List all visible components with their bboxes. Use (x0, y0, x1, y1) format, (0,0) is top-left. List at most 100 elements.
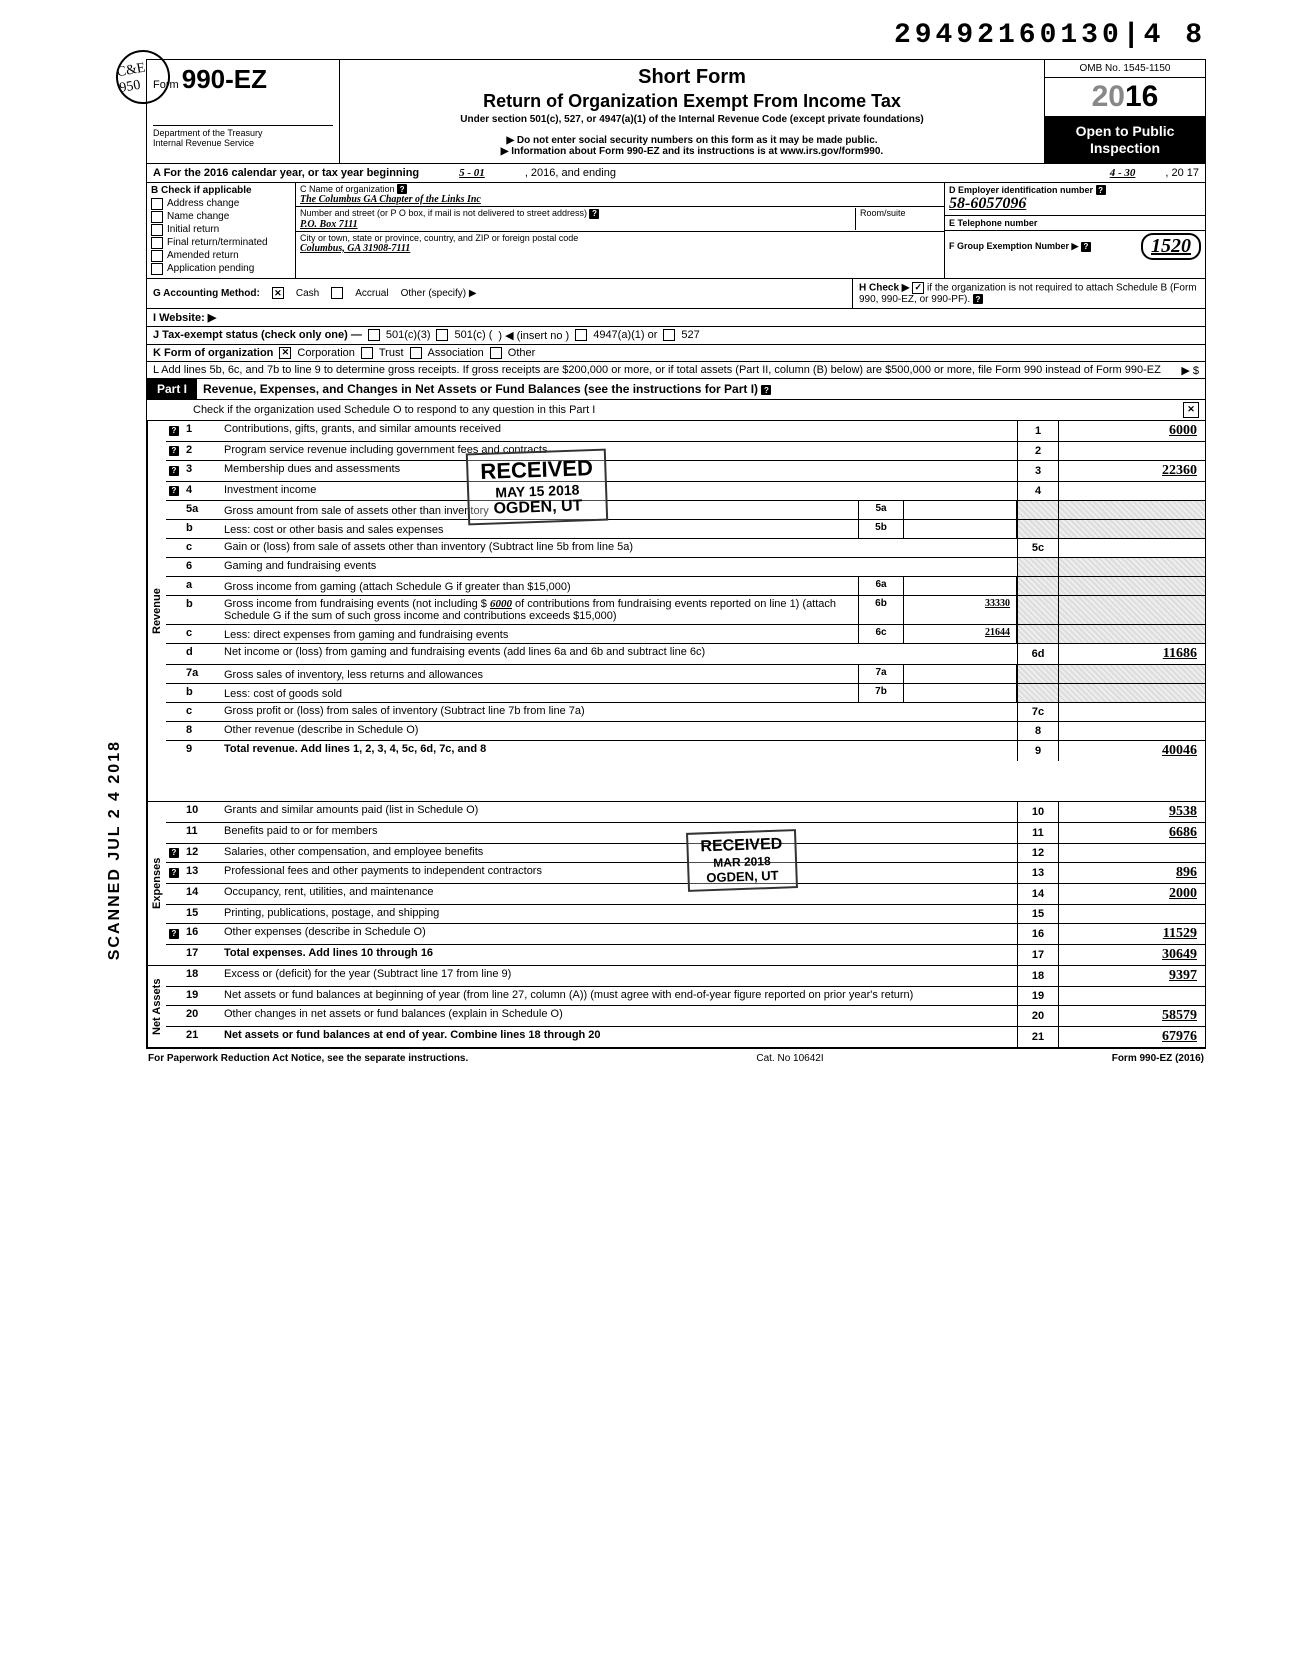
line-amount: 896 (1059, 863, 1205, 883)
schedule-o-check-text: Check if the organization used Schedule … (153, 404, 1177, 416)
other-method-label: Other (specify) ▶ (401, 288, 477, 299)
line-amount: 11686 (1059, 644, 1205, 664)
note-ssn: ▶ Do not enter social security numbers o… (348, 135, 1036, 146)
line-description: Benefits paid to or for members (220, 823, 1017, 843)
tax-year: 2016 (1045, 78, 1205, 117)
line-ref: 2 (1017, 442, 1059, 460)
501c3-label: 501(c)(3) (386, 329, 431, 341)
line-description: Other expenses (describe in Schedule O) (220, 924, 1017, 944)
501c-label: 501(c) ( (454, 329, 492, 341)
org-city: Columbus, GA 31908-7111 (300, 243, 940, 254)
line-amount (1059, 539, 1205, 557)
cash-label: Cash (296, 288, 319, 299)
line-description: Gross profit or (loss) from sales of inv… (220, 703, 1017, 721)
line-ref: 14 (1017, 884, 1059, 904)
line-number: c (182, 703, 220, 721)
line-description: Other changes in net assets or fund bala… (220, 1006, 1017, 1026)
assoc-checkbox[interactable] (410, 347, 422, 359)
section-b-checkbox[interactable] (151, 250, 163, 262)
line-description: Membership dues and assessments (220, 461, 1017, 481)
line-number: 1 (182, 421, 220, 441)
line-ref-shaded (1017, 684, 1059, 702)
help-icon: ? (973, 294, 983, 304)
schedule-o-checkbox[interactable]: ✕ (1183, 402, 1199, 418)
section-b-checkbox[interactable] (151, 263, 163, 275)
line-description: Less: cost of goods sold (220, 684, 858, 702)
ein-label: D Employer identification number (949, 185, 1093, 195)
line-number: 14 (182, 884, 220, 904)
sub-line-number: 7b (858, 684, 904, 702)
line-number: 13 (182, 863, 220, 883)
line-description: Total revenue. Add lines 1, 2, 3, 4, 5c,… (220, 741, 1017, 761)
section-b-checkbox[interactable] (151, 237, 163, 249)
line-description: Less: cost or other basis and sales expe… (220, 520, 858, 538)
line-number: b (182, 520, 220, 538)
footer-mid: Cat. No 10642I (756, 1053, 823, 1064)
line-number: 3 (182, 461, 220, 481)
line-ref: 20 (1017, 1006, 1059, 1026)
line-ref: 5c (1017, 539, 1059, 557)
line-ref: 12 (1017, 844, 1059, 862)
501c-checkbox[interactable] (436, 329, 448, 341)
line-description: Program service revenue including govern… (220, 442, 1017, 460)
sub-amount: 33330 (904, 596, 1017, 624)
line-description: Gaming and fundraising events (220, 558, 1017, 576)
other-org-checkbox[interactable] (490, 347, 502, 359)
help-icon: ? (1081, 242, 1091, 252)
scanned-stamp: SCANNED JUL 2 4 2018 (106, 740, 124, 960)
website-label: I Website: ▶ (153, 311, 216, 324)
other-org-label: Other (508, 347, 536, 359)
line-h-text: H Check ▶ (859, 282, 909, 293)
section-b-checkbox[interactable] (151, 198, 163, 210)
line-number: 11 (182, 823, 220, 843)
line-number: 4 (182, 482, 220, 500)
sub-amount (904, 501, 1017, 519)
527-checkbox[interactable] (663, 329, 675, 341)
4947-checkbox[interactable] (575, 329, 587, 341)
amount-shaded (1059, 577, 1205, 595)
line-amount: 9397 (1059, 966, 1205, 986)
line-amount (1059, 482, 1205, 500)
section-b-item: Amended return (167, 250, 239, 261)
line-description: Gross income from fundraising events (no… (220, 596, 858, 624)
line-description: Less: direct expenses from gaming and fu… (220, 625, 858, 643)
part1-label: Part I (147, 379, 197, 399)
schedule-b-checkbox[interactable]: ✓ (912, 282, 924, 294)
line-ref: 21 (1017, 1027, 1059, 1047)
accrual-label: Accrual (355, 288, 388, 299)
line-ref-shaded (1017, 577, 1059, 595)
line-number: 16 (182, 924, 220, 944)
line-description: Gross sales of inventory, less returns a… (220, 665, 858, 683)
year-value: 16 (1125, 80, 1158, 113)
line-ref: 1 (1017, 421, 1059, 441)
501c-insert: ) ◀ (insert no ) (498, 329, 569, 342)
help-icon: ? (169, 426, 179, 436)
expenses-side-label: Expenses (147, 802, 166, 965)
help-icon: ? (1096, 185, 1106, 195)
501c3-checkbox[interactable] (368, 329, 380, 341)
line-l: L Add lines 5b, 6c, and 7b to line 9 to … (146, 362, 1206, 379)
dept-label: Department of the Treasury Internal Reve… (153, 125, 333, 148)
accrual-checkbox[interactable] (331, 287, 343, 299)
line-ref: 19 (1017, 987, 1059, 1005)
section-b-item: Final return/terminated (167, 237, 268, 248)
line-ref: 10 (1017, 802, 1059, 822)
section-b-item: Initial return (167, 224, 219, 235)
part1-title: Revenue, Expenses, and Changes in Net As… (203, 382, 758, 396)
line-ref: 15 (1017, 905, 1059, 923)
omb-number: OMB No. 1545-1150 (1045, 60, 1205, 78)
cash-checkbox[interactable]: ✕ (272, 287, 284, 299)
section-b-checkbox[interactable] (151, 224, 163, 236)
line-a: A For the 2016 calendar year, or tax yea… (146, 164, 1206, 183)
sub-amount (904, 665, 1017, 683)
section-b-checkbox[interactable] (151, 211, 163, 223)
line-j-label: J Tax-exempt status (check only one) — (153, 329, 362, 341)
help-icon: ? (397, 184, 407, 194)
sub-line-number: 5b (858, 520, 904, 538)
line-k: K Form of organization ✕Corporation Trus… (146, 345, 1206, 362)
line-number: 5a (182, 501, 220, 519)
line-amount: 58579 (1059, 1006, 1205, 1026)
corp-checkbox[interactable]: ✕ (279, 347, 291, 359)
trust-checkbox[interactable] (361, 347, 373, 359)
line-ref: 16 (1017, 924, 1059, 944)
